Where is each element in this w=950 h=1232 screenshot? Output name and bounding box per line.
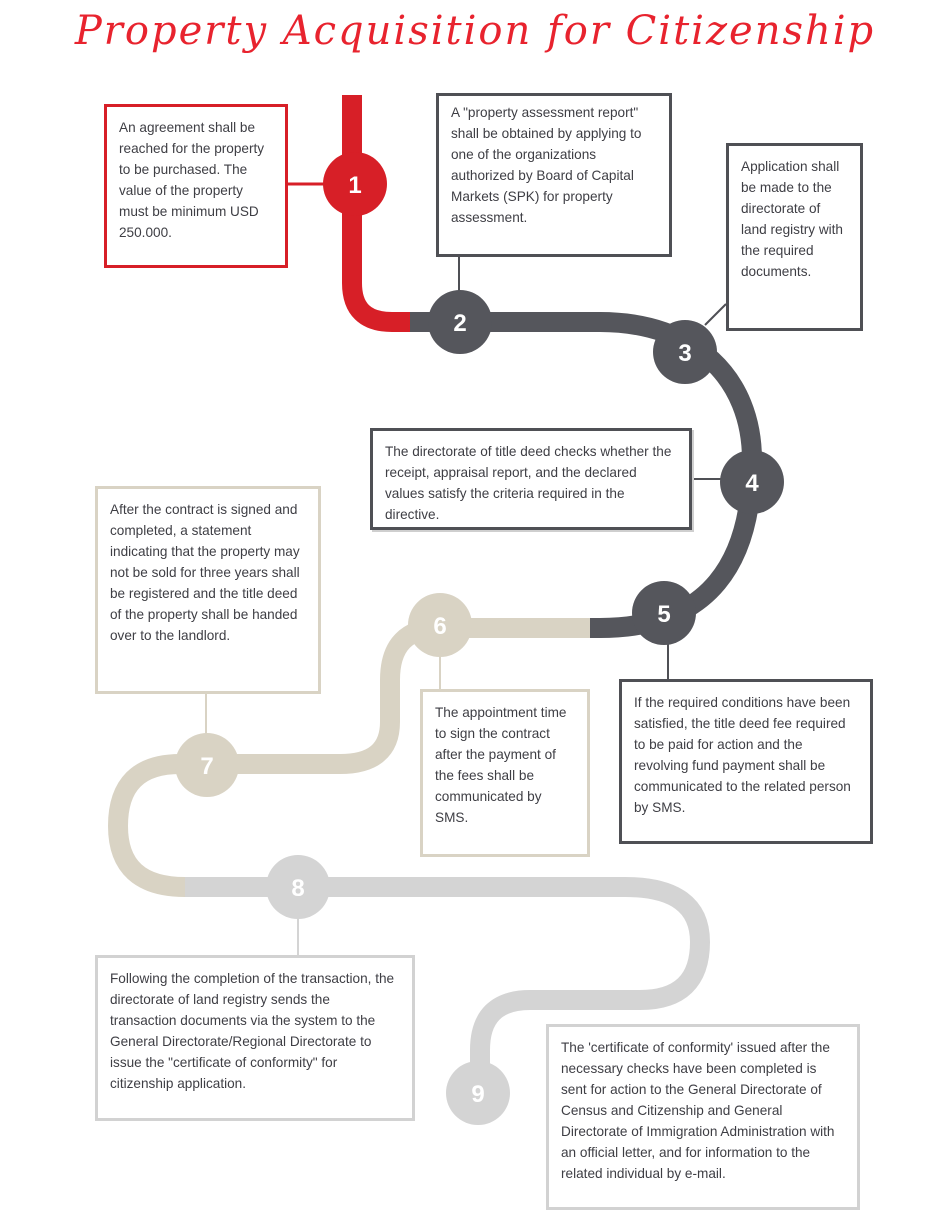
step-8-box: Following the completion of the transact… [95,955,415,1121]
svg-text:7: 7 [200,753,213,780]
step-5-text: If the required conditions have been sat… [634,695,851,815]
step-3-marker: 3 [653,320,717,384]
step-6-box: The appointment time to sign the contrac… [420,689,590,857]
step-9-text: The 'certificate of conformity' issued a… [561,1040,835,1181]
connector-line-3 [704,303,727,326]
svg-text:1: 1 [348,172,361,199]
step-7-box: After the contract is signed and complet… [95,486,321,694]
svg-text:2: 2 [453,310,466,337]
step-1-box: An agreement shall be reached for the pr… [104,104,288,268]
svg-text:4: 4 [745,470,759,497]
step-3-text: Application shall be made to the directo… [741,159,843,279]
step-8-text: Following the completion of the transact… [110,971,395,1091]
step-9-box: The 'certificate of conformity' issued a… [546,1024,860,1210]
step-4-box: The directorate of title deed checks whe… [370,428,692,530]
step-4-marker: 4 [720,450,784,514]
step-6-marker: 6 [408,593,472,657]
svg-text:3: 3 [678,340,691,367]
svg-text:8: 8 [291,875,304,902]
step-7-text: After the contract is signed and complet… [110,502,300,643]
step-6-text: The appointment time to sign the contrac… [435,705,567,825]
road-segment-grey [185,877,711,1090]
road-segment-red [342,95,412,332]
step-9-marker: 9 [446,1061,510,1125]
step-2-box: A "property assessment report" shall be … [436,93,672,257]
step-5-box: If the required conditions have been sat… [619,679,873,844]
svg-text:9: 9 [471,1081,484,1108]
svg-text:5: 5 [657,601,670,628]
step-2-marker: 2 [428,290,492,354]
step-3-box: Application shall be made to the directo… [726,143,863,331]
step-4-text: The directorate of title deed checks whe… [385,444,672,522]
step-2-text: A "property assessment report" shall be … [451,105,642,225]
step-5-marker: 5 [632,581,696,645]
step-7-marker: 7 [175,733,239,797]
step-8-marker: 8 [266,855,330,919]
step-1-text: An agreement shall be reached for the pr… [119,120,265,240]
step-1-marker: 1 [323,152,387,216]
svg-text:6: 6 [433,613,446,640]
page-title: Property Acquisition for Citizenship [74,8,876,54]
